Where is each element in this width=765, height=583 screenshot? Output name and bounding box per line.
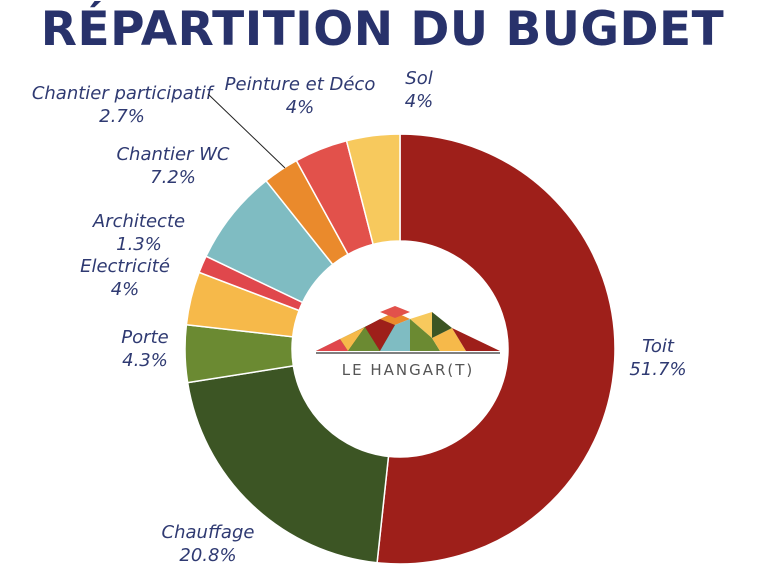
chart-title: RÉPARTITION DU BUGDET: [40, 2, 725, 57]
slice-value-chantier-wc: 7.2%: [150, 167, 196, 188]
slice-label-chauffage: Chauffage: [162, 522, 255, 543]
slice-value-toit: 51.7%: [629, 359, 686, 380]
logo-tri-2: [340, 327, 365, 351]
slice-label-chantier-wc: Chantier WC: [116, 144, 229, 165]
slice-label-porte: Porte: [121, 327, 168, 348]
slice-label-architecte: Architecte: [92, 211, 185, 232]
logo-tri-10: [452, 328, 500, 351]
slice-value-peinture-et-deco: 4%: [286, 97, 315, 118]
logo-tri-1: [316, 339, 348, 351]
slice-label-chantier-participatif: Chantier participatif: [32, 83, 215, 104]
slice-toit: [376, 133, 616, 565]
slice-value-architecte: 1.3%: [116, 234, 162, 255]
slice-label-toit: Toit: [642, 336, 675, 357]
logo-tri-7: [410, 312, 432, 338]
logo-text: LE HANGAR(T): [342, 361, 475, 379]
slice-value-electricite: 4%: [111, 279, 140, 300]
slice-chauffage: [186, 365, 390, 564]
slice-value-sol: 4%: [405, 91, 434, 112]
logo-tri-6: [380, 319, 410, 351]
slice-sol: [345, 133, 401, 246]
logo-tri-4: [365, 319, 395, 351]
slice-label-peinture-et-deco: Peinture et Déco: [225, 74, 376, 95]
slice-value-chantier-participatif: 2.7%: [99, 106, 145, 127]
slice-value-porte: 4.3%: [122, 350, 168, 371]
logo-tri-5: [380, 312, 410, 325]
slice-value-chauffage: 20.8%: [179, 545, 236, 566]
hangar-logo: LE HANGAR(T): [316, 306, 500, 379]
logo-tri-3: [348, 327, 380, 351]
logo-tri-11: [432, 312, 452, 338]
slice-label-electricite: Electricité: [80, 256, 170, 277]
slice-label-sol: Sol: [405, 68, 432, 89]
logo-tri-12: [380, 306, 410, 318]
slices-group: [184, 133, 616, 565]
logo-tri-8: [410, 319, 440, 351]
callout-leader-line: [207, 93, 286, 169]
